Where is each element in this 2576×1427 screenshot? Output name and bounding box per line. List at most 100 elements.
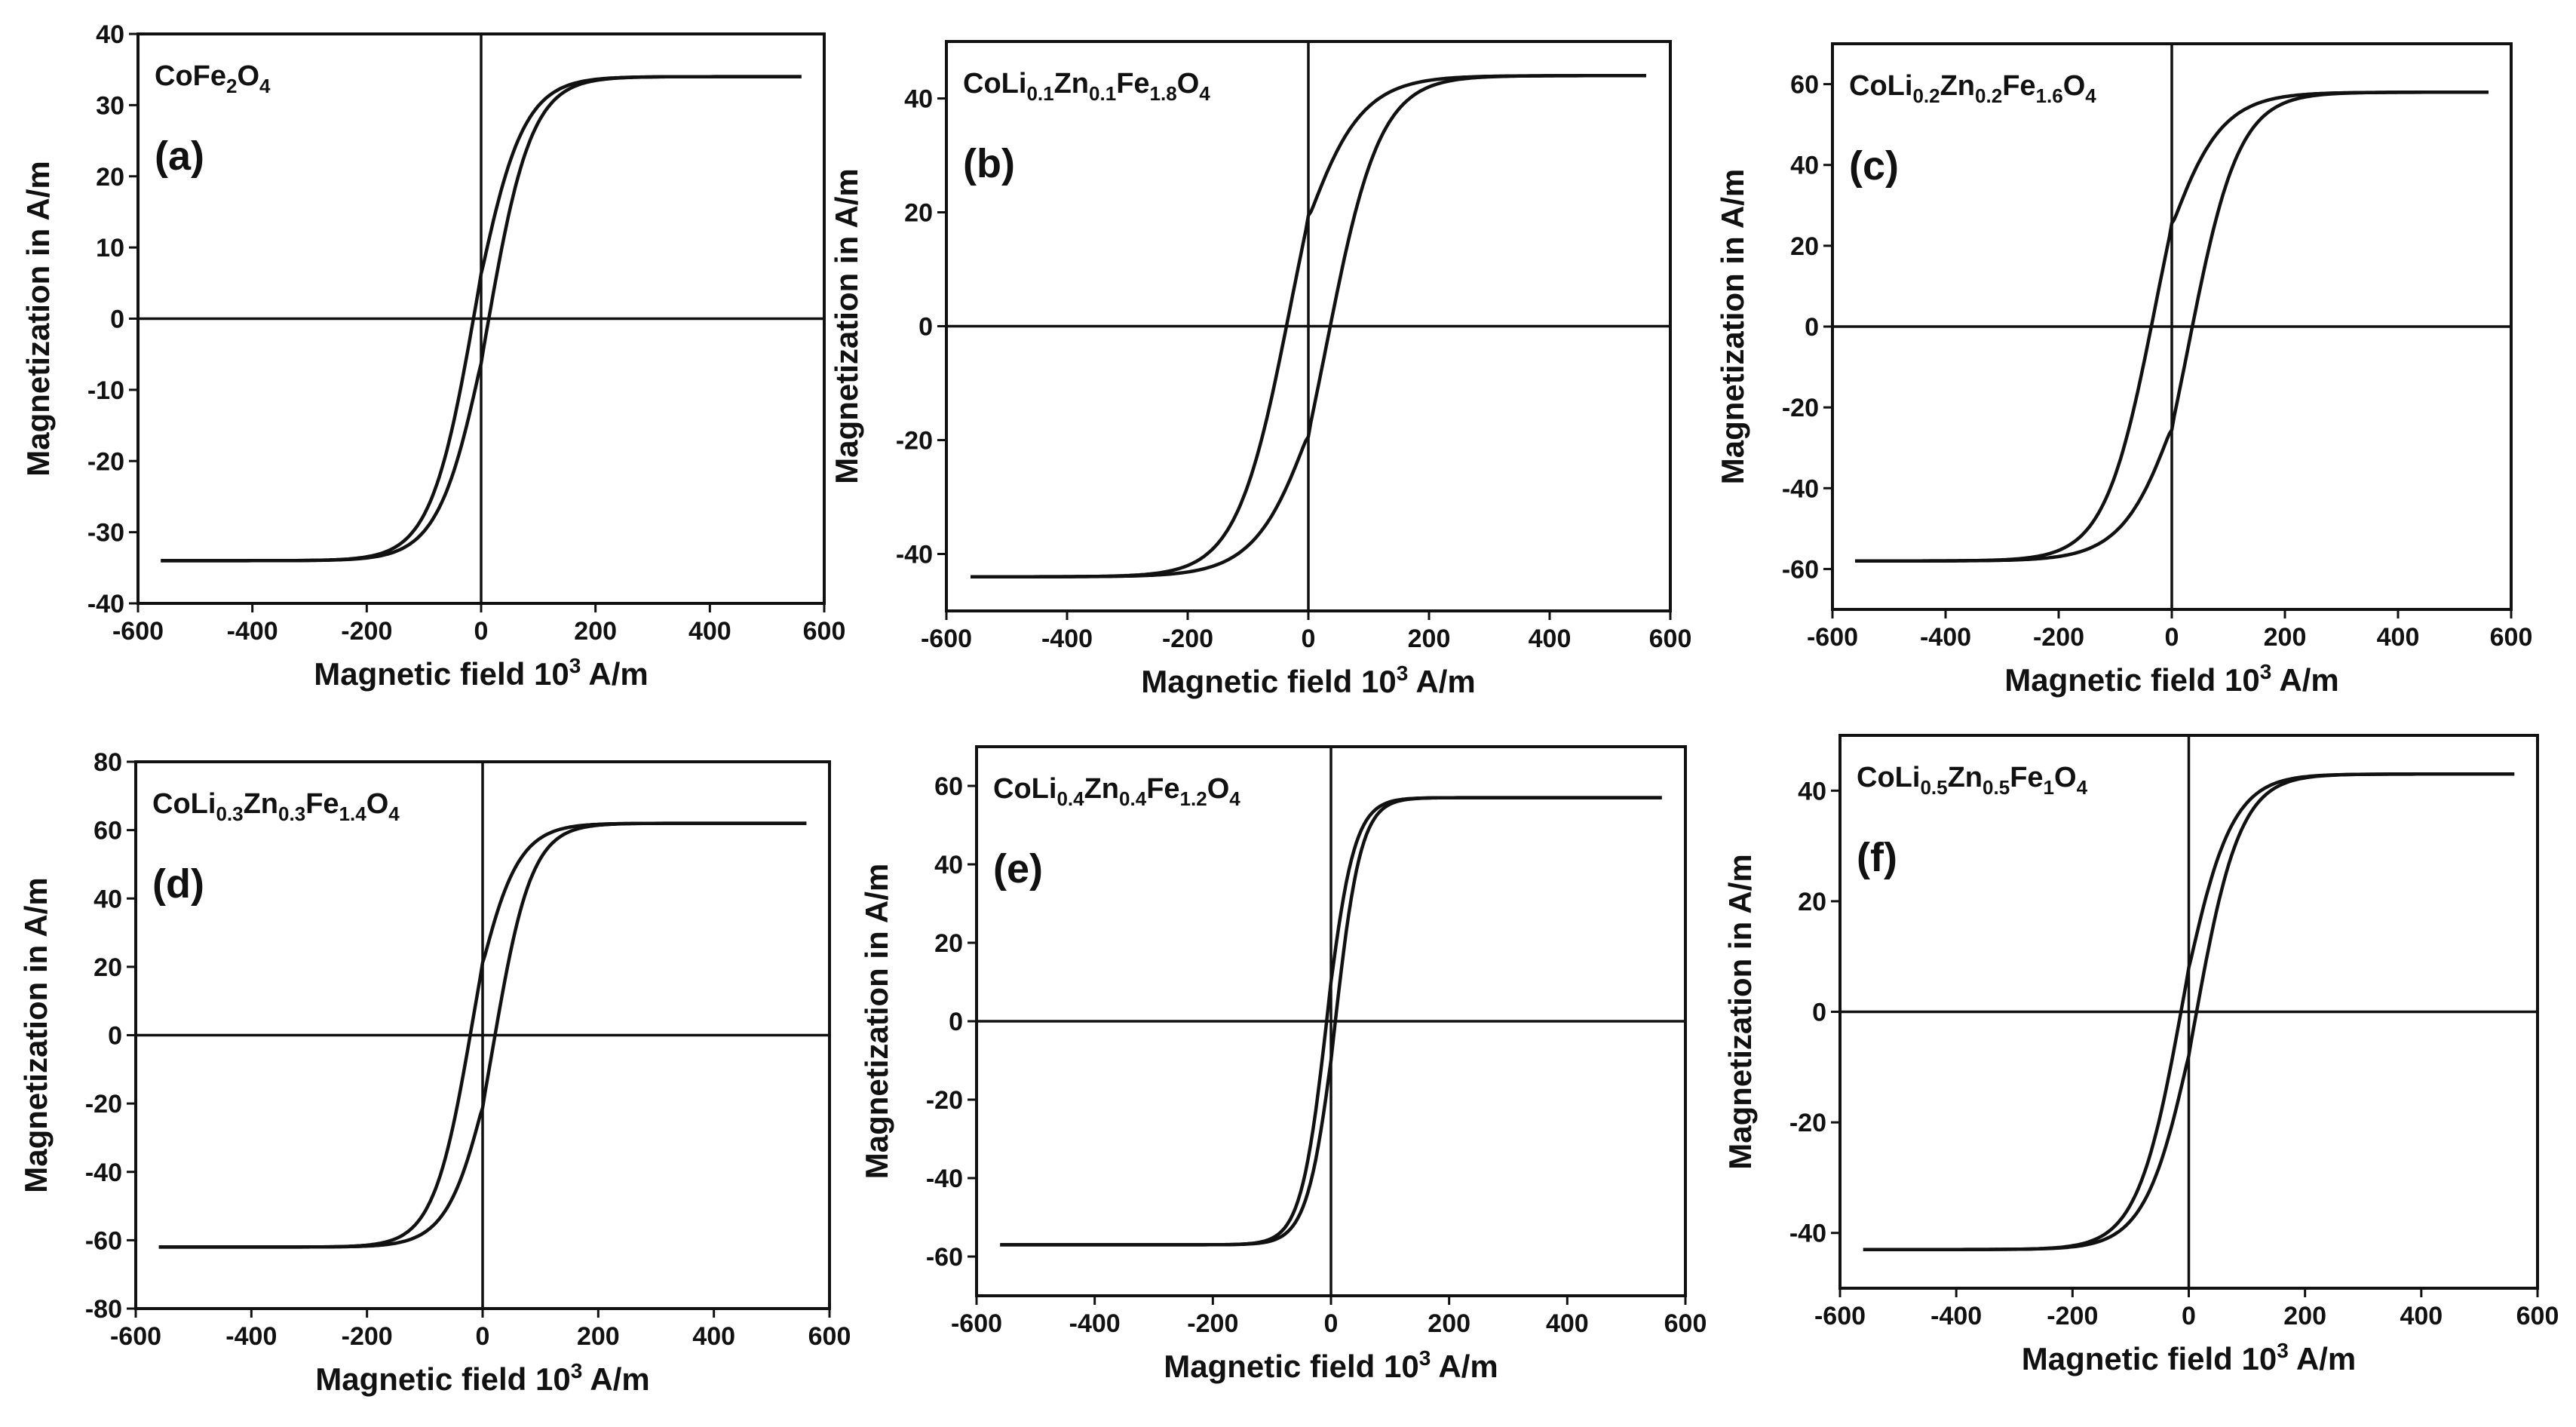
y-axis-label: Magnetization in A/m xyxy=(20,161,56,476)
y-tick-label: 0 xyxy=(110,305,124,334)
x-tick-label: -600 xyxy=(110,1322,161,1351)
chart-panel: -600 -400 -200 0 200 400 600-60-40-200204060Ma… xyxy=(1715,42,2532,698)
x-tick-label: -200 xyxy=(2047,1302,2098,1330)
y-tick-label: 60 xyxy=(94,817,122,845)
loop-ascending-branch xyxy=(158,821,807,1249)
y-tick-label: 40 xyxy=(94,885,122,913)
y-tick-label: -20 xyxy=(87,447,124,476)
y-tick-label: -40 xyxy=(896,541,933,569)
y-tick-label: -60 xyxy=(1782,555,1819,584)
x-tick-label: -200 xyxy=(1187,1309,1238,1338)
panel-label: (e) xyxy=(993,846,1043,891)
x-tick-label: 200 xyxy=(577,1322,620,1351)
chart-panel: -600 -400 -200 0 200 400 600-40-2002040Magneti… xyxy=(1722,734,2559,1376)
compound-formula: CoLi0.1Zn0.1Fe1.8O4 xyxy=(963,68,1210,105)
x-tick-label: 0 xyxy=(1302,625,1316,653)
x-tick-label: 0 xyxy=(2165,623,2179,652)
x-tick-label: 200 xyxy=(2283,1302,2326,1330)
x-tick-label: -400 xyxy=(225,1322,277,1351)
x-tick-label: -400 xyxy=(1041,625,1093,653)
x-tick-label: 400 xyxy=(1529,625,1572,653)
y-tick-label: -10 xyxy=(87,376,124,405)
y-axis-label: Magnetization in A/m xyxy=(859,864,894,1179)
y-tick-label: -20 xyxy=(896,427,933,456)
x-tick-label: 400 xyxy=(2400,1302,2443,1330)
x-tick-label: -600 xyxy=(921,625,972,653)
chart-panel: -600 -400 -200 0 200 400 600 -40 -30 -20 -10 0 10 20 3… xyxy=(20,20,845,692)
panel-label: (d) xyxy=(152,861,204,907)
x-axis-label: Magnetic field 103 A/m xyxy=(2022,1339,2356,1376)
x-tick-label: -200 xyxy=(1162,625,1213,653)
x-tick-label: 200 xyxy=(1428,1309,1470,1338)
loop-ascending-branch xyxy=(971,74,1646,578)
x-tick-label: -400 xyxy=(1069,1309,1121,1338)
x-tick-label: 200 xyxy=(1408,625,1451,653)
y-tick-label: -40 xyxy=(1782,474,1819,503)
x-tick-label: 0 xyxy=(474,617,489,646)
x-tick-label: -400 xyxy=(227,617,278,646)
chart-panel: -600 -400 -200 0 200 400 600-40-2002040Magneti… xyxy=(829,40,1692,699)
chart-panel: -600 -400 -200 0 200 400 600-80-60-40-20020406… xyxy=(18,748,851,1397)
x-tick-label: -400 xyxy=(1930,1302,1982,1330)
y-tick-label: -20 xyxy=(1789,1109,1826,1137)
x-tick-label: -600 xyxy=(1807,623,1858,652)
compound-formula: CoFe2O4 xyxy=(155,60,271,97)
compound-formula: CoLi0.2Zn0.2Fe1.6O4 xyxy=(1849,70,2096,107)
loop-ascending-branch xyxy=(1855,91,2489,563)
x-tick-label: 600 xyxy=(808,1322,851,1351)
y-tick-label: 40 xyxy=(934,851,963,879)
x-axis-label: Magnetic field 103 A/m xyxy=(315,1359,649,1397)
y-tick-label: 80 xyxy=(94,748,122,777)
x-tick-label: 600 xyxy=(2516,1302,2559,1330)
x-axis-label: Magnetic field 103 A/m xyxy=(314,654,648,692)
y-axis-label: Magnetization in A/m xyxy=(1722,854,1758,1169)
x-tick-label: 0 xyxy=(1324,1309,1339,1338)
y-tick-label: 40 xyxy=(96,20,124,49)
y-axis-label: Magnetization in A/m xyxy=(829,168,864,483)
compound-formula: CoLi0.3Zn0.3Fe1.4O4 xyxy=(152,788,400,825)
y-tick-label: 40 xyxy=(1790,152,1819,180)
x-tick-label: -200 xyxy=(341,617,392,646)
y-tick-label: -20 xyxy=(926,1086,963,1115)
panel-label: (a) xyxy=(155,133,204,179)
y-tick-label: 60 xyxy=(1790,71,1819,100)
y-tick-label: -20 xyxy=(1782,394,1819,422)
y-tick-label: 0 xyxy=(918,313,933,342)
compound-formula: CoLi0.4Zn0.4Fe1.2O4 xyxy=(993,773,1240,810)
y-tick-label: 40 xyxy=(1798,777,1826,806)
x-tick-label: 400 xyxy=(692,1322,735,1351)
y-tick-label: 60 xyxy=(934,772,963,801)
y-tick-label: 0 xyxy=(108,1022,122,1051)
y-tick-label: -80 xyxy=(85,1295,122,1324)
x-tick-label: 600 xyxy=(803,617,846,646)
chart-panel: -600 -400 -200 0 200 400 600-60-40-200204060Ma… xyxy=(859,745,1707,1384)
x-tick-label: 600 xyxy=(1664,1309,1707,1338)
x-axis-label: Magnetic field 103 A/m xyxy=(1141,661,1475,699)
y-tick-label: -40 xyxy=(85,1158,122,1187)
y-tick-label: -40 xyxy=(87,590,124,618)
y-tick-label: -60 xyxy=(85,1226,122,1255)
y-tick-label: -60 xyxy=(926,1243,963,1272)
x-tick-label: -600 xyxy=(1814,1302,1866,1330)
x-axis-label: Magnetic field 103 A/m xyxy=(2004,660,2338,698)
y-tick-label: 20 xyxy=(1790,232,1819,261)
panel-label: (b) xyxy=(963,141,1015,186)
y-tick-label: 40 xyxy=(904,85,933,114)
y-tick-label: -20 xyxy=(85,1090,122,1119)
x-tick-label: 200 xyxy=(574,617,617,646)
x-tick-label: 600 xyxy=(1649,625,1692,653)
panel-label: (c) xyxy=(1849,143,1899,189)
x-tick-label: 400 xyxy=(1546,1309,1589,1338)
compound-formula: CoLi0.5Zn0.5Fe1O4 xyxy=(1857,762,2088,799)
y-axis-label: Magnetization in A/m xyxy=(18,877,54,1192)
y-tick-label: -30 xyxy=(87,519,124,548)
x-tick-label: -600 xyxy=(951,1309,1002,1338)
loop-ascending-branch xyxy=(1000,796,1662,1247)
y-tick-label: 20 xyxy=(96,163,124,192)
x-tick-label: 400 xyxy=(2377,623,2420,652)
y-tick-label: 0 xyxy=(1812,999,1826,1027)
y-tick-label: 0 xyxy=(1805,313,1819,342)
y-tick-label: -40 xyxy=(1789,1220,1826,1248)
y-tick-label: -40 xyxy=(926,1165,963,1193)
